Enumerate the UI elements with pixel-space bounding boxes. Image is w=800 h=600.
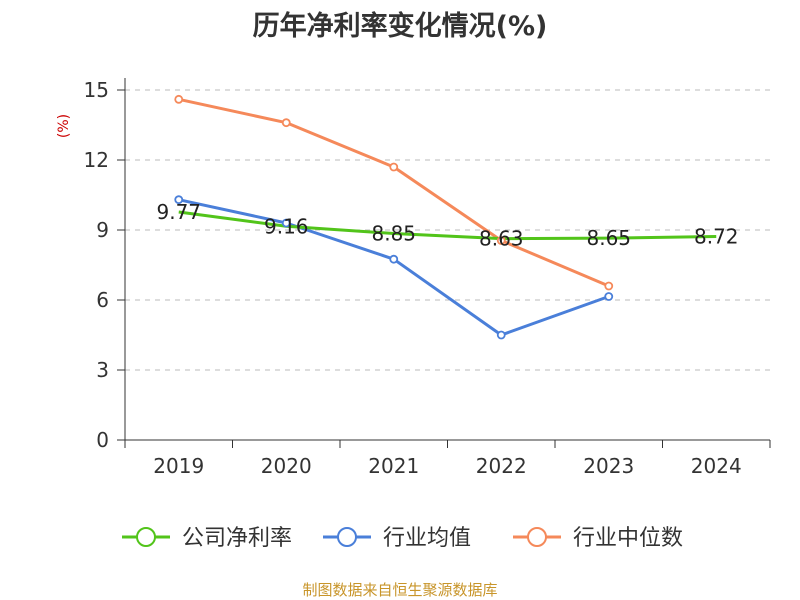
source-note: 制图数据来自恒生聚源数据库 [302,581,498,599]
data-labels: 9.77 9.16 8.85 8.63 8.65 8.72 [156,200,738,251]
data-label: 8.63 [479,227,524,251]
y-tick-label: 9 [96,218,109,242]
legend-label: 公司净利率 [182,526,292,551]
data-label: 8.65 [586,226,631,250]
y-axis-unit-label: (%) [56,114,72,138]
data-label: 9.16 [264,214,309,238]
grid-lines [125,89,770,371]
series-point-1 [281,218,291,228]
legend-swatch-marker [136,527,156,547]
data-label: 8.72 [694,225,739,249]
legend-swatch-marker [527,527,547,547]
series-point-2 [174,94,184,104]
legend[interactable]: 公司净利率 行业均值 行业中位数 [122,526,683,551]
x-tick-label: 2021 [368,454,419,478]
series-markers [174,94,614,340]
series-point-2 [604,281,614,291]
x-tick-label: 2023 [583,454,634,478]
y-tick-label: 15 [84,78,109,102]
axes: 0 3 6 9 12 15 2019 2020 2021 2022 2023 2024 [84,78,771,478]
series-line-0 [178,210,717,241]
series-point-2 [496,236,506,245]
series-point-2 [281,118,291,128]
series-point-1 [496,330,506,340]
series-point-2 [389,162,399,172]
legend-item-1[interactable]: 行业均值 [323,526,471,551]
x-tick-label: 2020 [261,454,312,478]
y-tick-label: 12 [84,148,109,172]
x-tick-label: 2024 [691,454,742,478]
series-point-1 [174,195,184,205]
legend-item-2[interactable]: 行业中位数 [513,526,683,551]
chart-title: 历年净利率变化情况(%) [252,11,548,42]
legend-label: 行业中位数 [573,526,683,551]
legend-item-0[interactable]: 公司净利率 [122,526,292,551]
y-tick-label: 3 [96,358,109,382]
x-tick-label: 2022 [476,454,527,478]
data-label: 8.85 [371,222,416,246]
legend-label: 行业均值 [383,526,471,551]
y-tick-label: 0 [96,428,109,452]
series-point-1 [604,292,614,301]
data-label: 9.77 [156,200,201,224]
x-tick-label: 2019 [153,454,204,478]
y-tick-label: 6 [96,288,109,312]
series-point-1 [389,254,399,264]
legend-swatch-marker [337,527,357,547]
